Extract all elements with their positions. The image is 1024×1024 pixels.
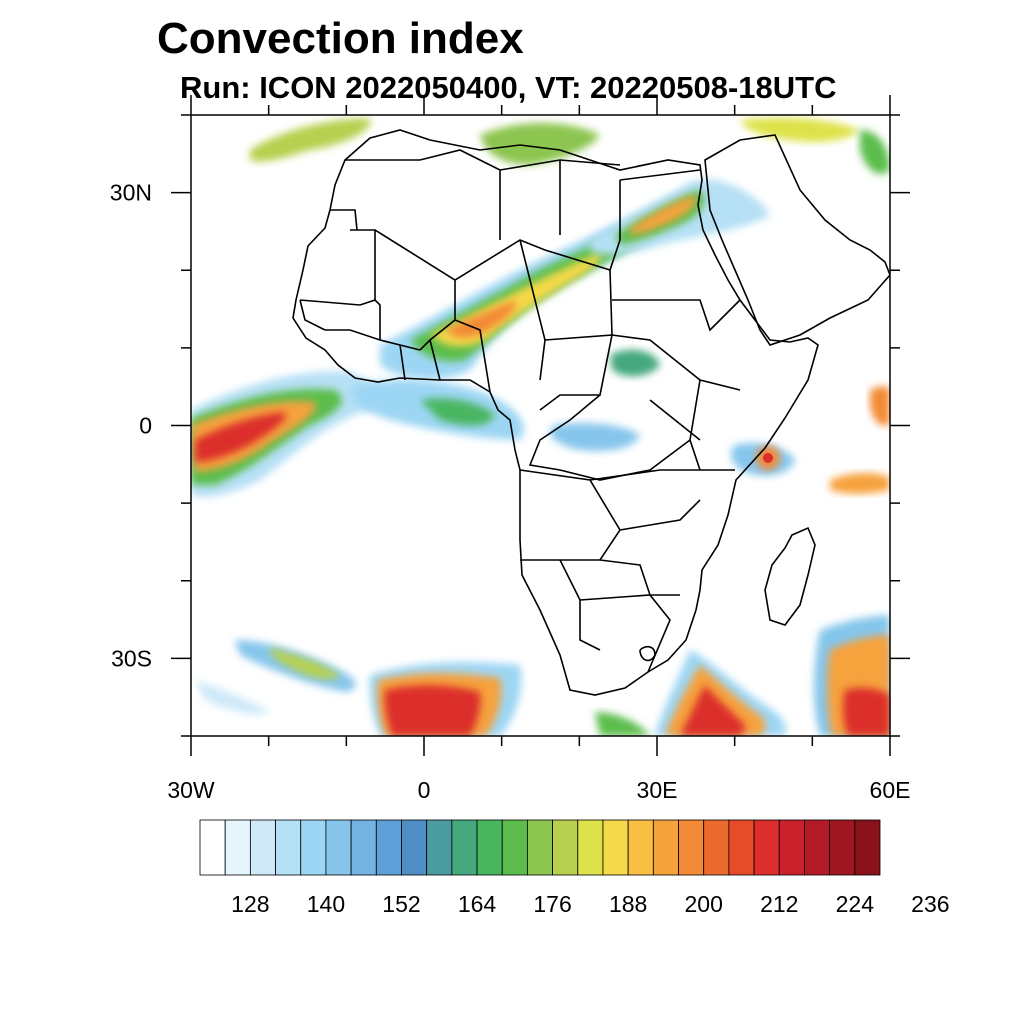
chart-title: Convection index [157, 14, 524, 63]
colorbar [199, 819, 881, 876]
colorbar-swatch [199, 819, 226, 876]
southeast-africa-storm [595, 650, 787, 736]
border-east [528, 169, 741, 481]
colorbar-swatch [753, 819, 780, 876]
y-tick-label: 30N [110, 180, 152, 206]
colorbar-swatch [678, 819, 705, 876]
colorbar-swatch [275, 819, 302, 876]
coastlines-and-borders [292, 129, 890, 696]
y-tick-label: 0 [139, 413, 152, 439]
colorbar-swatch [627, 819, 654, 876]
colorbar-tick-label: 188 [609, 891, 647, 917]
colorbar-swatch [249, 819, 276, 876]
chart-subtitle: Run: ICON 2022050400, VT: 20220508-18UTC [180, 70, 837, 105]
colorbar-swatch [552, 819, 579, 876]
colorbar-tick-label: 200 [685, 891, 723, 917]
x-tick-label: 0 [418, 777, 431, 803]
colorbar-swatch [375, 819, 402, 876]
madagascar [764, 526, 816, 626]
colorbar-swatch [527, 819, 553, 876]
indian-ocean-southeast-storm [814, 615, 890, 736]
arabia [704, 134, 890, 346]
colorbar-tick-label: 236 [911, 891, 949, 917]
colorbar-labels: 128 140 152 164 176 188 200 212 224 236 [231, 891, 949, 917]
colorbar-swatch [854, 819, 881, 876]
y-tick-label: 30S [111, 645, 152, 671]
x-tick-label: 30W [167, 777, 215, 803]
itcz-west-atlantic [191, 371, 381, 497]
border-south [519, 469, 701, 673]
colorbar-swatch [804, 819, 831, 876]
indian-ocean-equatorial [610, 349, 890, 494]
axis-ticks [171, 95, 910, 756]
colorbar-tick-label: 176 [533, 891, 571, 917]
axis-labels: 30W 0 30E 60E 30N 0 30S [110, 180, 911, 803]
x-tick-label: 30E [637, 777, 678, 803]
africa-coastline [292, 129, 819, 696]
colorbar-swatch [451, 819, 478, 876]
colorbar-swatch [300, 819, 327, 876]
colorbar-swatch [829, 819, 856, 876]
colorbar-swatch [501, 819, 528, 876]
colorbar-swatch [426, 819, 453, 876]
colorbar-tick-label: 224 [836, 891, 875, 917]
colorbar-tick-label: 140 [307, 891, 345, 917]
mediterranean-band [250, 117, 890, 174]
colorbar-tick-label: 152 [382, 891, 420, 917]
colorbar-swatch [577, 819, 604, 876]
southern-atlantic-storm [195, 640, 522, 736]
colorbar-swatch [350, 819, 377, 876]
colorbar-swatch [778, 819, 805, 876]
colorbar-tick-label: 164 [458, 891, 497, 917]
red-sea-band [590, 179, 770, 255]
gulf-of-guinea-band [351, 379, 640, 452]
border-north [345, 149, 621, 240]
border-northwest [299, 209, 491, 393]
colorbar-swatch [703, 819, 730, 876]
colorbar-swatch [476, 819, 503, 876]
colorbar-swatch [728, 819, 755, 876]
colorbar-swatch [401, 819, 428, 876]
convection-field [191, 117, 890, 736]
colorbar-tick-label: 212 [760, 891, 798, 917]
colorbar-swatch [602, 819, 629, 876]
colorbar-swatch [652, 819, 679, 876]
x-tick-label: 60E [870, 777, 911, 803]
colorbar-swatch [224, 819, 251, 876]
colorbar-swatch [325, 819, 352, 876]
colorbar-tick-label: 128 [231, 891, 269, 917]
